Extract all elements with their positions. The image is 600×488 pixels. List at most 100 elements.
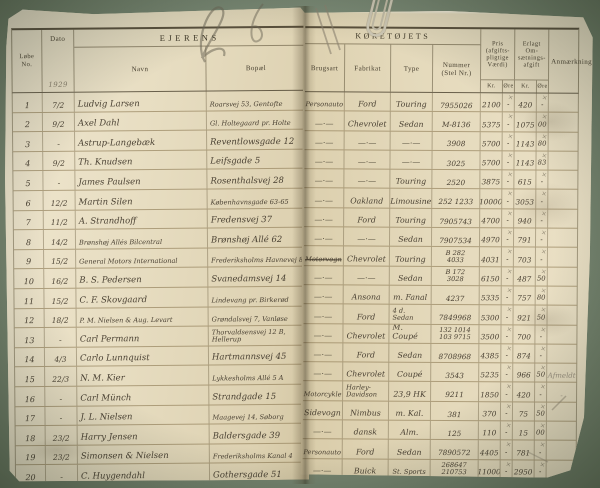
use-label: —·— <box>314 157 334 167</box>
price-kr-cell: 3500 <box>479 325 501 343</box>
price-ore-cell: × - <box>503 93 515 111</box>
price-kr-cell: 5700 <box>481 132 503 150</box>
number-cell: 4237 <box>432 286 480 305</box>
use-label: Sidevogn <box>304 408 341 418</box>
ledger-right-page: KØRETØJETS Brugsart Fabrikat Type Nummer… <box>301 10 594 478</box>
use-label: —·— <box>314 138 334 148</box>
col-header-afgift: Erlagt Om­sætnings­afgift <box>515 29 549 79</box>
number-cell: 132 1014 103 9715 <box>431 324 479 343</box>
register-row: 18 23/2 Harry Jensen Baldersgade 39 <box>15 424 309 446</box>
row-number: 15 <box>15 367 45 386</box>
remark-cell <box>547 325 576 343</box>
price-kr-cell: 4031 <box>480 248 502 266</box>
tax-kr-cell: 1143 <box>514 151 536 169</box>
use-cell: —·— <box>303 362 343 381</box>
address-cell: Leifsgade 5 <box>210 156 261 167</box>
use-cell: Personauto <box>305 92 345 111</box>
name-cell: Axel Dahl <box>75 111 207 131</box>
pencil-tick: × <box>538 440 546 450</box>
register-row: —·— Ansona m. Fanal 4237 5335 × -757 × 80 <box>304 285 578 306</box>
register-row: 3- Astrup-Langebæk Reventlowsgade 12 <box>12 130 306 152</box>
remark-cell <box>548 248 577 266</box>
date-cell: - <box>45 387 77 406</box>
register-row: —·— Ford 4 d. Sedan 7849968 5300 × -921 × 50 <box>304 304 578 325</box>
register-row: —·— —·— Sedan B 172 3028 6150 × -487 × 50 <box>304 266 578 287</box>
remark-cell <box>548 190 577 208</box>
right-page-title: KØRETØJETS <box>305 28 481 45</box>
type-cell: —·— <box>391 131 433 150</box>
address-cell: Frederiksholms Kanal 4 <box>212 452 293 461</box>
price-ore-cell: × - <box>503 132 515 150</box>
price-kr-cell: 370 <box>479 402 501 420</box>
use-cell: —·— <box>304 169 344 188</box>
address-cell: Hartmannsvej 45 <box>211 352 287 363</box>
pencil-tick: × <box>505 286 513 295</box>
pencil-tick: × <box>505 344 513 353</box>
register-row: 19 23/2 Simonsen & Nielsen Frederiksholms K… <box>15 443 309 465</box>
price-ore-cell: × - <box>502 267 514 285</box>
register-row: 9 15/2 General Motors International Frederi… <box>13 247 307 269</box>
address-cell: Reventlowsgade 12 <box>210 136 295 148</box>
tax-ore-cell: × 50 <box>536 267 548 285</box>
number-cell: 3543 <box>431 363 479 382</box>
price-kr-cell: 5300 <box>480 305 502 323</box>
vehicle-rows: Personauto Ford Touring 7955026 2100 × -420 × - —… <box>303 92 579 480</box>
address-cell: Lykkesholms Allé 5 A <box>212 373 284 383</box>
name-cell: B. S. Pedersen <box>76 268 208 288</box>
use-label: Motorcykle <box>303 389 342 399</box>
type-cell: m. Kal. <box>389 401 431 420</box>
date-cell: - <box>43 132 75 151</box>
use-cell: —·— <box>304 266 344 285</box>
row-number: 5 <box>13 171 43 190</box>
tax-kr-cell: 420 <box>515 93 537 111</box>
price-kr-cell: 5335 <box>480 286 502 304</box>
row-number: 2 <box>13 113 43 132</box>
ore-value: - <box>540 197 543 206</box>
price-kr-cell: 5235 <box>479 363 501 381</box>
number-cell: 7905743 <box>432 209 480 228</box>
remark-cell: Afmeldt <box>547 372 576 381</box>
pencil-tick: × <box>504 421 512 430</box>
register-row: —·— —·— Touring 2520 3875 × -615 × - <box>304 169 578 190</box>
price-ore-cell: × - <box>502 171 514 189</box>
name-cell: P. M. Nielsen & Aug. Levart <box>77 307 209 327</box>
use-label: Personauto <box>305 100 344 109</box>
pencil-tick: × <box>504 459 512 469</box>
pencil-tick: × <box>505 305 513 315</box>
dato-label: Dato <box>50 34 66 43</box>
price-ore-cell: × - <box>502 248 514 266</box>
use-cell: —·— <box>304 189 344 208</box>
ore-value: - <box>506 197 509 206</box>
make-cell: dansk <box>343 420 389 439</box>
address-cell: Grøndalsvej 7, Vanløse <box>211 314 288 324</box>
register-row: 12 18/2 P. M. Nielsen & Aug. Levart Grøndal… <box>14 306 308 328</box>
row-number: 7 <box>14 211 44 230</box>
row-number: 12 <box>15 309 45 328</box>
tax-ore-cell: × 50 <box>535 402 547 420</box>
type-cell: Sedan <box>391 112 433 131</box>
address-cell: Svanedamsvej 14 <box>211 273 287 285</box>
number-cell: M-8136 <box>433 112 481 131</box>
number-cell: 2520 <box>432 170 480 189</box>
register-row: 4 9/2 Th. Knudsen Leifsgade 5 <box>12 149 306 171</box>
pencil-tick: × <box>504 402 512 411</box>
name-cell: Simonsen & Nielsen <box>78 444 210 464</box>
price-ore-cell: × - <box>502 228 514 246</box>
address-cell: Strandgade 15 <box>212 391 277 403</box>
address-cell: Københavnsgade 63-65 <box>210 197 289 207</box>
pencil-tick: × <box>505 228 513 237</box>
tax-kr-cell: 2950 <box>513 460 535 478</box>
date-cell: - <box>46 465 78 484</box>
make-cell: Ford <box>344 208 390 227</box>
row-number: 9 <box>14 250 44 269</box>
left-page-title: EJERENS <box>74 28 305 48</box>
row-number: 14 <box>15 348 45 367</box>
make-cell: Nimbus <box>343 401 389 420</box>
pencil-tick: × <box>539 267 547 276</box>
pencil-tick: × <box>539 247 547 257</box>
price-kr-cell: 6150 <box>480 267 502 285</box>
use-label: —·— <box>313 311 333 321</box>
tax-ore-cell: × - <box>535 441 547 459</box>
remark-cell <box>549 132 578 150</box>
pencil-tick: × <box>538 460 546 469</box>
